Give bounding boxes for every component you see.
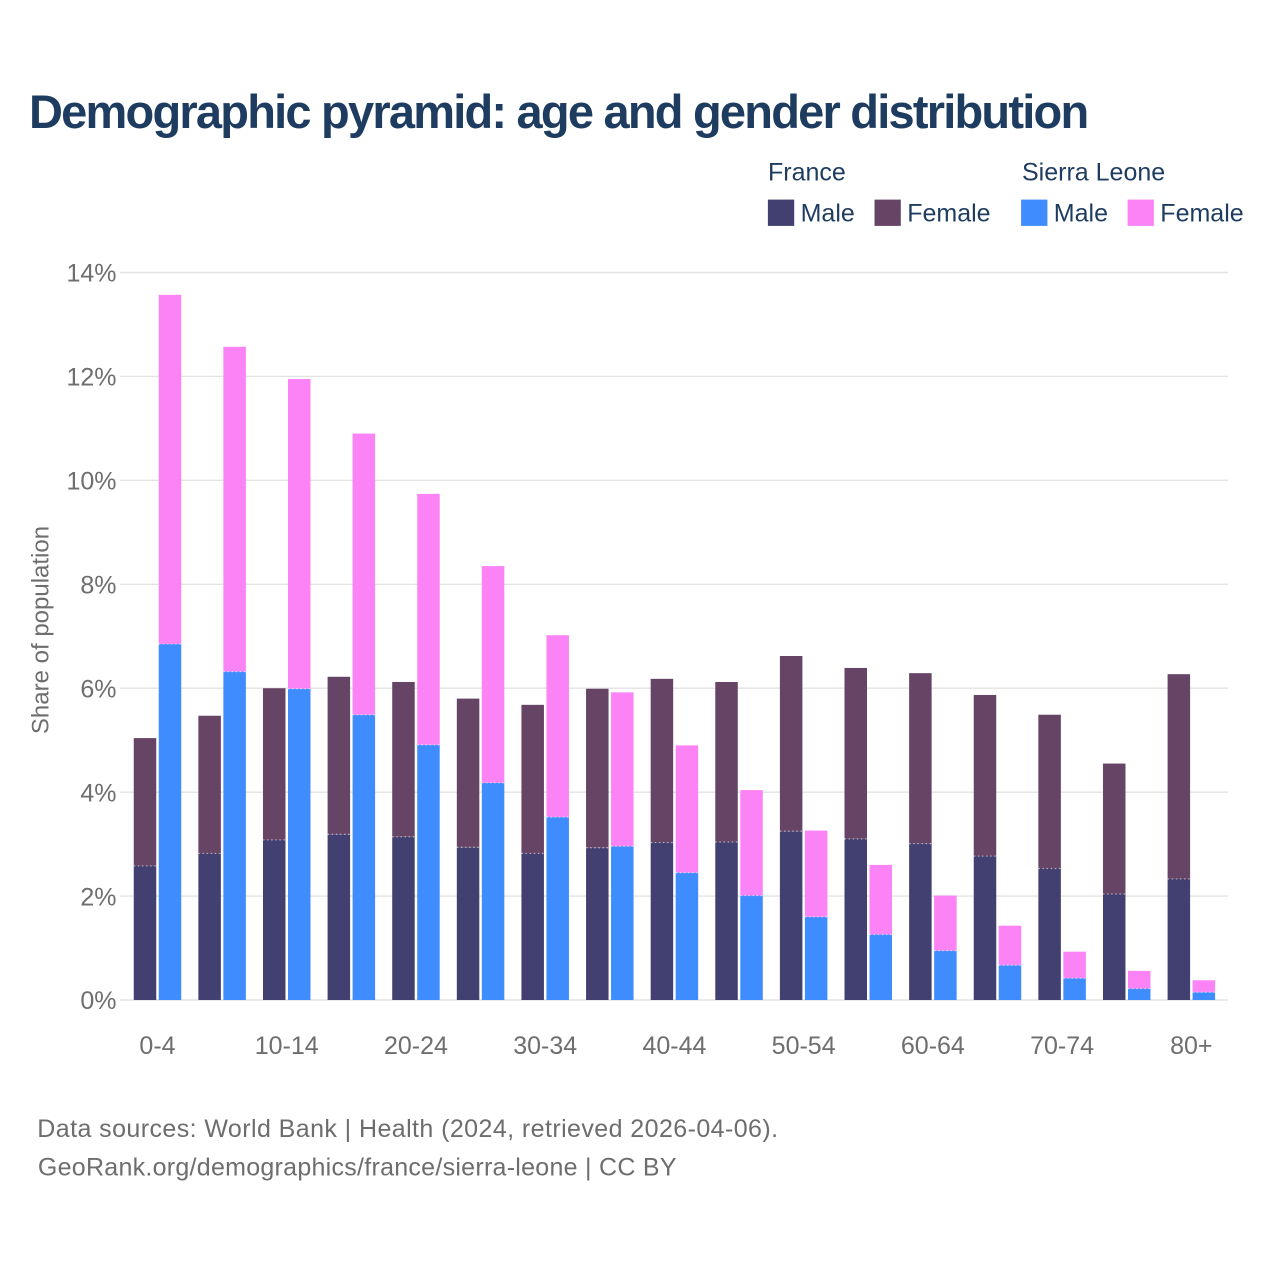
svg-text:Male: Male <box>1054 200 1108 228</box>
svg-text:Male: Male <box>801 200 855 228</box>
svg-text:10%: 10% <box>66 468 116 496</box>
svg-text:50-54: 50-54 <box>772 1032 836 1060</box>
svg-text:6%: 6% <box>80 675 116 703</box>
svg-text:Share of population: Share of population <box>27 526 54 734</box>
svg-text:Data sources: World Bank | Hea: Data sources: World Bank | Health (2024,… <box>37 1115 778 1143</box>
svg-text:40-44: 40-44 <box>642 1032 706 1060</box>
svg-text:Female: Female <box>1160 200 1243 228</box>
svg-text:Sierra Leone: Sierra Leone <box>1022 159 1165 187</box>
svg-text:14%: 14% <box>66 260 116 288</box>
svg-text:2%: 2% <box>80 883 116 911</box>
svg-text:10-14: 10-14 <box>255 1032 319 1060</box>
svg-text:12%: 12% <box>66 364 116 392</box>
svg-text:8%: 8% <box>80 571 116 599</box>
svg-text:4%: 4% <box>80 779 116 807</box>
svg-text:Female: Female <box>907 200 990 228</box>
svg-text:80+: 80+ <box>1170 1032 1212 1060</box>
svg-text:60-64: 60-64 <box>901 1032 965 1060</box>
svg-text:70-74: 70-74 <box>1030 1032 1094 1060</box>
svg-text:20-24: 20-24 <box>384 1032 448 1060</box>
svg-text:France: France <box>768 159 846 187</box>
svg-text:GeoRank.org/demographics/franc: GeoRank.org/demographics/france/sierra-l… <box>38 1153 677 1181</box>
svg-text:Demographic pyramid: age and g: Demographic pyramid: age and gender dist… <box>29 85 1087 138</box>
svg-text:0%: 0% <box>80 987 116 1015</box>
svg-text:30-34: 30-34 <box>513 1032 577 1060</box>
svg-text:0-4: 0-4 <box>139 1032 175 1060</box>
